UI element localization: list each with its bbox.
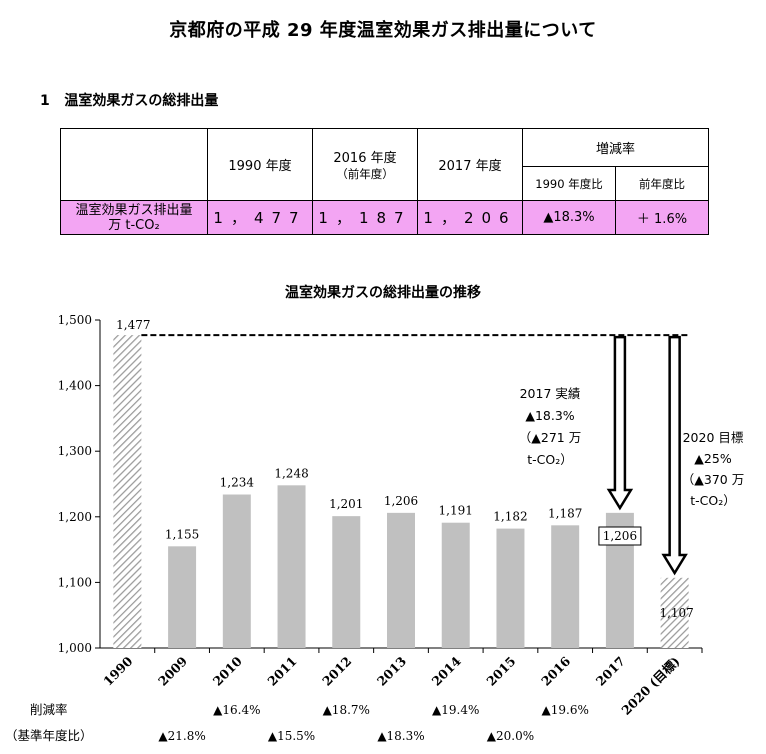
value-label: 1,477 [116, 318, 150, 332]
bar [332, 516, 361, 648]
value-label: 1,206 [384, 494, 418, 508]
category-label: 2014 [429, 653, 464, 688]
annotation-2017: （▲271 万 [519, 430, 581, 445]
chart-title: 温室効果ガスの総排出量の推移 [285, 284, 481, 301]
reduction-rate: ▲15.5% [268, 729, 315, 743]
annotation-2020: 2020 目標 [683, 430, 744, 445]
reduction-rate: ▲18.3% [377, 729, 424, 743]
bar [551, 525, 580, 648]
bar [387, 512, 415, 648]
row-label: 温室効果ガス排出量 万 t-CO₂ [60, 200, 208, 235]
header-vs1990: 1990 年度比 [522, 166, 616, 201]
bar [277, 485, 306, 648]
value-label: 1,206 [603, 529, 637, 543]
value-label-box [598, 526, 642, 546]
header-2016-year: 2016 年度 [333, 151, 397, 166]
section-heading: 1 温室効果ガスの総排出量 [40, 90, 218, 110]
value-label: 1,182 [493, 510, 527, 524]
value-2016: 1，187 [312, 200, 418, 235]
reduction-label: 削減率 [30, 702, 68, 717]
bar [168, 546, 197, 648]
y-tick-label: 1,000 [58, 641, 92, 655]
rate-vsprev: ＋ 1.6% [615, 200, 709, 235]
value-label: 1,107 [659, 606, 693, 620]
annotation-2017: ▲18.3% [525, 408, 574, 423]
value-label: 1,248 [274, 466, 308, 480]
header-vsprev: 前年度比 [615, 166, 709, 201]
annotation-2017: 2017 実績 [520, 386, 581, 401]
header-2017: 2017 年度 [417, 128, 523, 201]
value-label: 1,234 [220, 475, 255, 489]
y-tick-label: 1,200 [58, 510, 92, 524]
y-tick-label: 1,500 [58, 313, 92, 327]
y-tick-label: 1,300 [58, 444, 92, 458]
category-label: 2012 [319, 654, 354, 689]
row-label-line1: 温室効果ガス排出量 [75, 202, 193, 218]
reduction-rate: ▲21.8% [158, 729, 205, 743]
category-label: 2010 [210, 653, 245, 688]
category-label: 2013 [374, 654, 409, 689]
reduction-rate: ▲19.6% [542, 703, 589, 717]
y-tick-label: 1,400 [58, 379, 92, 393]
bar [660, 577, 689, 648]
header-rate: 増減率 [522, 128, 709, 167]
arrow-2020 [661, 335, 688, 576]
reduction-rate: ▲20.0% [487, 729, 534, 743]
annotation-2020: t-CO₂） [690, 493, 736, 508]
page-title: 京都府の平成 29 年度温室効果ガス排出量について [169, 20, 597, 41]
bar [113, 335, 142, 648]
annotation-2020: ▲25% [694, 451, 732, 466]
reduction-rate: ▲19.4% [432, 703, 479, 717]
category-label: 2016 [538, 653, 573, 688]
value-label: 1,201 [329, 497, 363, 511]
rate-vs1990: ▲18.3% [522, 200, 616, 235]
category-label: 2009 [155, 654, 190, 689]
bar [496, 528, 525, 648]
bar [441, 522, 470, 648]
value-label: 1,155 [165, 527, 199, 541]
category-label: 2017 [593, 654, 628, 689]
category-label: 2020 (目標) [618, 654, 682, 718]
bar [222, 494, 251, 648]
value-2017: 1，206 [417, 200, 523, 235]
reduction-label-sub: （基準年度比） [5, 728, 93, 743]
value-label: 1,187 [548, 506, 582, 520]
annotation-2017: t-CO₂） [527, 452, 573, 467]
section-heading-text: 温室効果ガスの総排出量 [64, 93, 219, 109]
category-label: 2015 [483, 654, 518, 689]
annotation-2020: （▲370 万 [682, 472, 744, 487]
header-1990: 1990 年度 [207, 128, 313, 201]
value-label: 1,191 [439, 504, 473, 518]
reduction-rate: ▲18.7% [323, 703, 370, 717]
y-tick-label: 1,100 [58, 575, 92, 589]
reduction-rate: ▲16.4% [213, 703, 260, 717]
category-label: 1990 [100, 653, 135, 688]
header-2016-sub: （前年度） [336, 167, 394, 181]
summary-table: 1990 年度 2016 年度 （前年度） 2017 年度 増減率 1990 年… [60, 128, 709, 235]
row-label-line2: 万 t-CO₂ [108, 217, 160, 233]
value-1990: 1，477 [207, 200, 313, 235]
arrow-2017 [606, 335, 634, 511]
header-2016: 2016 年度 （前年度） [312, 128, 418, 201]
category-label: 2011 [264, 654, 299, 689]
section-number: 1 [40, 93, 50, 109]
